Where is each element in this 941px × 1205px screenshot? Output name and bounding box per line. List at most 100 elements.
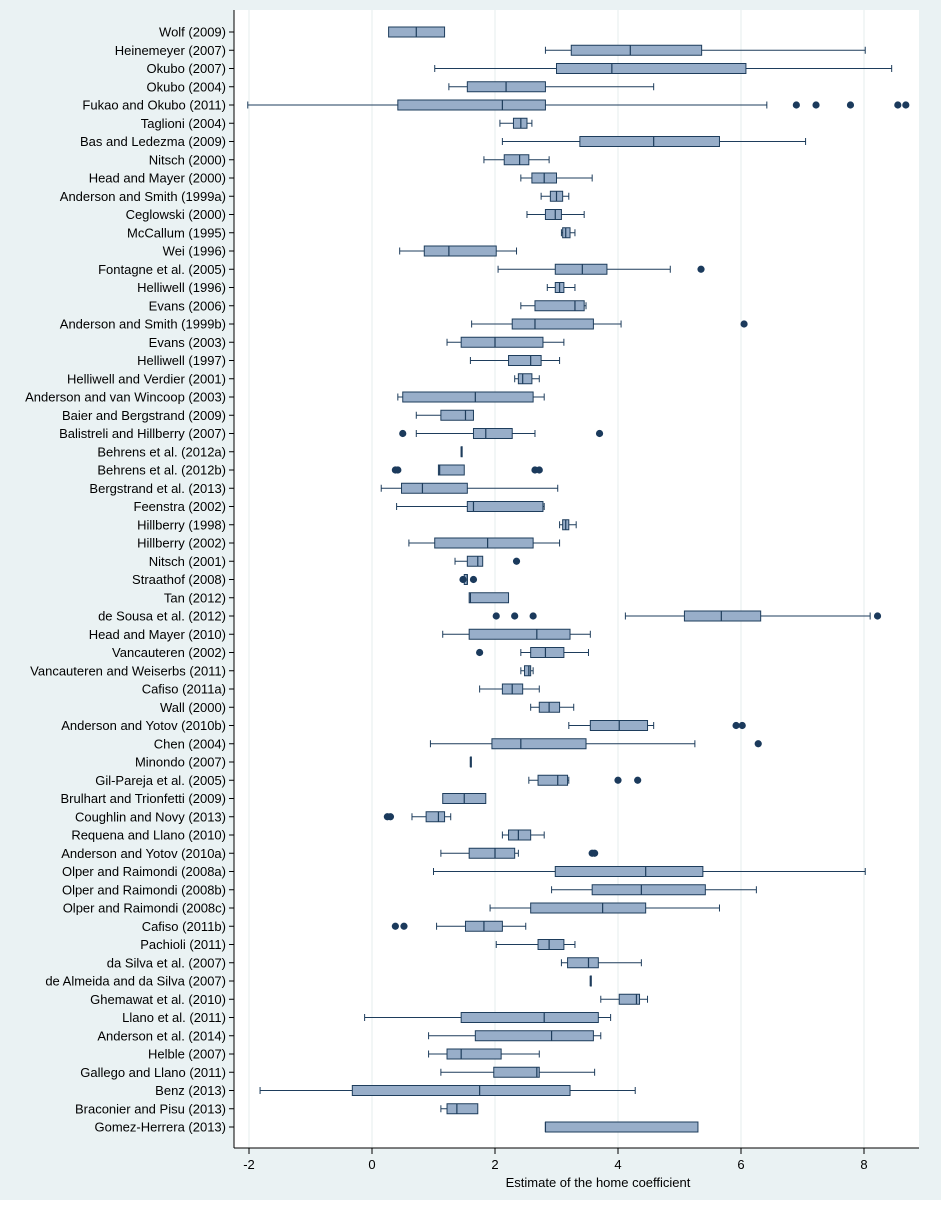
boxes — [247, 26, 910, 1133]
outlier-point — [846, 101, 855, 109]
study-label: Anderson and Smith (1999a) — [60, 189, 226, 204]
study-label: Nitsch (2000) — [149, 152, 226, 167]
study-box — [495, 939, 576, 950]
outlier-point — [634, 776, 642, 784]
iqr-box — [351, 1085, 571, 1096]
study-box — [391, 464, 543, 476]
iqr-box — [570, 44, 703, 56]
study-label: Olper and Raimondi (2008a) — [62, 864, 226, 879]
study-label: Olper and Raimondi (2008c) — [63, 901, 226, 916]
study-box — [433, 866, 866, 877]
outlier-point — [740, 320, 748, 328]
study-label: Anderson and van Wincoop (2003) — [25, 390, 226, 405]
iqr-box — [423, 245, 497, 257]
study-box — [479, 683, 540, 695]
study-label: Helliwell and Verdier (2001) — [67, 371, 226, 386]
study-label: Hillberry (2002) — [137, 536, 226, 551]
study-box — [396, 501, 545, 512]
iqr-box — [468, 628, 571, 640]
study-box — [429, 738, 762, 750]
study-label: Llano et al. (2011) — [122, 1010, 226, 1025]
iqr-box — [567, 957, 599, 969]
study-label: Vancauteren (2002) — [112, 645, 226, 660]
outlier-point — [732, 721, 740, 730]
x-tick-label: 4 — [614, 1157, 621, 1172]
study-box — [520, 665, 534, 677]
iqr-box — [446, 1103, 479, 1115]
iqr-box — [524, 665, 532, 677]
outlier-point — [459, 575, 467, 584]
study-label: Bergstrand et al. (2013) — [89, 481, 226, 496]
study-box — [259, 1085, 636, 1096]
iqr-box — [530, 647, 565, 658]
iqr-box — [554, 866, 704, 877]
iqr-box — [446, 1048, 502, 1060]
study-box — [364, 1012, 612, 1023]
iqr-box — [466, 501, 544, 512]
iqr-box — [425, 811, 446, 823]
study-label: Evans (2003) — [149, 335, 226, 350]
study-label: Tan (2012) — [164, 590, 226, 605]
study-label: Pachioli (2011) — [140, 937, 226, 952]
study-box — [544, 44, 866, 56]
study-box — [397, 391, 545, 403]
study-box — [520, 300, 587, 312]
study-label: Head and Mayer (2010) — [89, 627, 226, 642]
study-label: Requena and Llano (2010) — [71, 828, 226, 843]
study-box — [399, 245, 518, 257]
iqr-box — [460, 1012, 599, 1023]
outlier-point — [400, 922, 408, 930]
study-labels: Wolf (2009) Heinemeyer (2007) Okubo (2007)… — [25, 25, 234, 1135]
outlier-point — [399, 429, 407, 438]
study-label: Coughlin and Novy (2013) — [75, 809, 226, 824]
study-label: de Almeida and da Silva (2007) — [45, 974, 226, 989]
study-box — [499, 117, 533, 129]
study-label: Balistreli and Hillberry (2007) — [59, 426, 226, 441]
iqr-box — [618, 993, 641, 1005]
study-label: Baier and Bergstrand (2009) — [62, 408, 226, 423]
study-label: Behrens et al. (2012a) — [97, 444, 226, 459]
study-label: Ceglowski (2000) — [126, 207, 226, 222]
study-box — [530, 701, 575, 713]
study-box — [440, 1103, 479, 1115]
outlier-point — [511, 612, 519, 620]
x-axis-title: Estimate of the home coefficient — [506, 1175, 691, 1190]
study-label: de Sousa et al. (2012) — [98, 609, 226, 624]
study-label: Heinemeyer (2007) — [115, 43, 226, 58]
iqr-box — [508, 829, 532, 841]
study-box — [399, 428, 604, 439]
iqr-box — [537, 774, 569, 786]
study-label: Minondo (2007) — [135, 755, 226, 770]
iqr-box — [562, 227, 571, 239]
study-label: Taglioni (2004) — [141, 116, 226, 131]
study-box — [559, 519, 577, 531]
study-label: Okubo (2004) — [147, 79, 227, 94]
study-box — [568, 720, 746, 731]
study-box — [434, 63, 893, 74]
study-box — [489, 902, 720, 914]
study-label: Brulhart and Trionfetti (2009) — [61, 791, 226, 806]
study-label: Gil-Pareja et al. (2005) — [95, 773, 226, 788]
study-box — [471, 318, 748, 330]
iqr-box — [511, 318, 594, 330]
iqr-box — [591, 884, 706, 896]
study-label: Bas and Ledezma (2009) — [80, 134, 226, 149]
study-box — [544, 1121, 699, 1133]
iqr-box — [437, 464, 465, 476]
study-box — [520, 172, 593, 184]
iqr-box — [537, 939, 565, 950]
study-box — [476, 647, 589, 658]
study-label: Olper and Raimondi (2008b) — [62, 882, 226, 897]
study-label: Anderson et al. (2014) — [97, 1028, 226, 1043]
grid-lines — [248, 10, 865, 1148]
study-label: Wei (1996) — [163, 244, 226, 259]
outlier-point — [792, 101, 800, 109]
iqr-box — [579, 136, 720, 147]
study-label: Braconier and Pisu (2013) — [75, 1101, 226, 1116]
study-box — [391, 920, 527, 932]
outlier-point — [738, 721, 746, 730]
outlier-point — [902, 101, 910, 109]
study-label: Helble (2007) — [148, 1047, 226, 1062]
study-box — [380, 482, 559, 494]
outlier-point — [476, 648, 484, 657]
